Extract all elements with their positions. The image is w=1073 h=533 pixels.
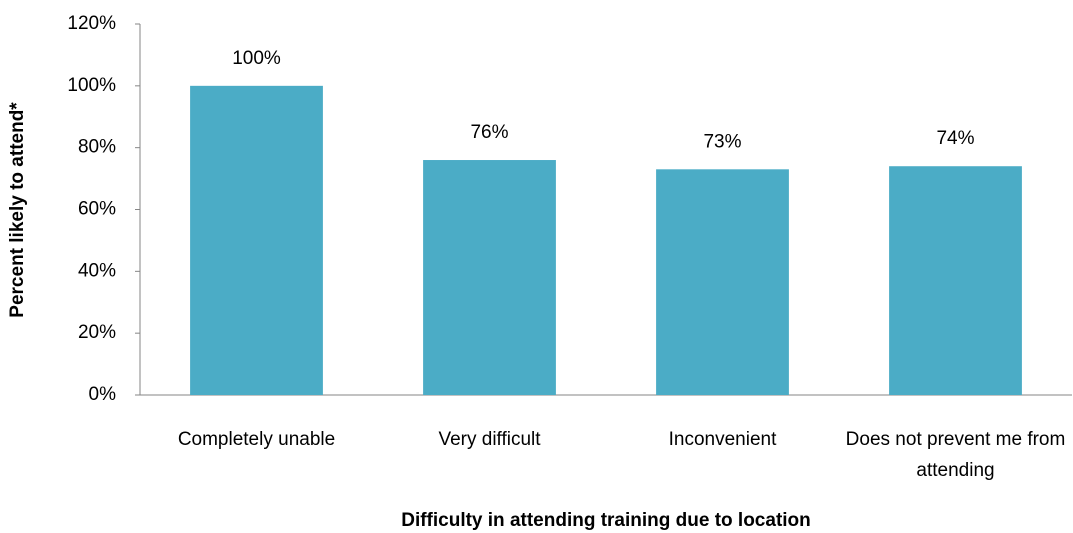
- x-tick-label: Does not prevent me from attending: [845, 429, 1066, 481]
- y-tick-label: 120%: [67, 13, 116, 34]
- bar: [889, 166, 1022, 395]
- x-axis-title: Difficulty in attending training due to …: [401, 510, 811, 531]
- bar: [190, 85, 323, 395]
- x-tick-label: Very difficult: [438, 429, 541, 450]
- data-label: 73%: [703, 131, 741, 152]
- bar: [656, 169, 789, 395]
- y-tick-label: 80%: [78, 137, 116, 158]
- y-tick-label: 40%: [78, 260, 116, 281]
- y-axis-title: Percent likely to attend*: [7, 102, 28, 318]
- y-tick-label: 0%: [89, 384, 117, 405]
- data-label: 76%: [470, 122, 508, 143]
- y-tick-label: 20%: [78, 322, 116, 343]
- y-tick-label: 100%: [67, 75, 116, 96]
- data-label: 74%: [936, 128, 974, 149]
- x-tick-label: Inconvenient: [668, 429, 777, 450]
- bar: [423, 160, 556, 395]
- x-tick-label: Completely unable: [177, 429, 336, 450]
- y-tick-label: 60%: [78, 199, 116, 220]
- data-label: 100%: [232, 48, 281, 69]
